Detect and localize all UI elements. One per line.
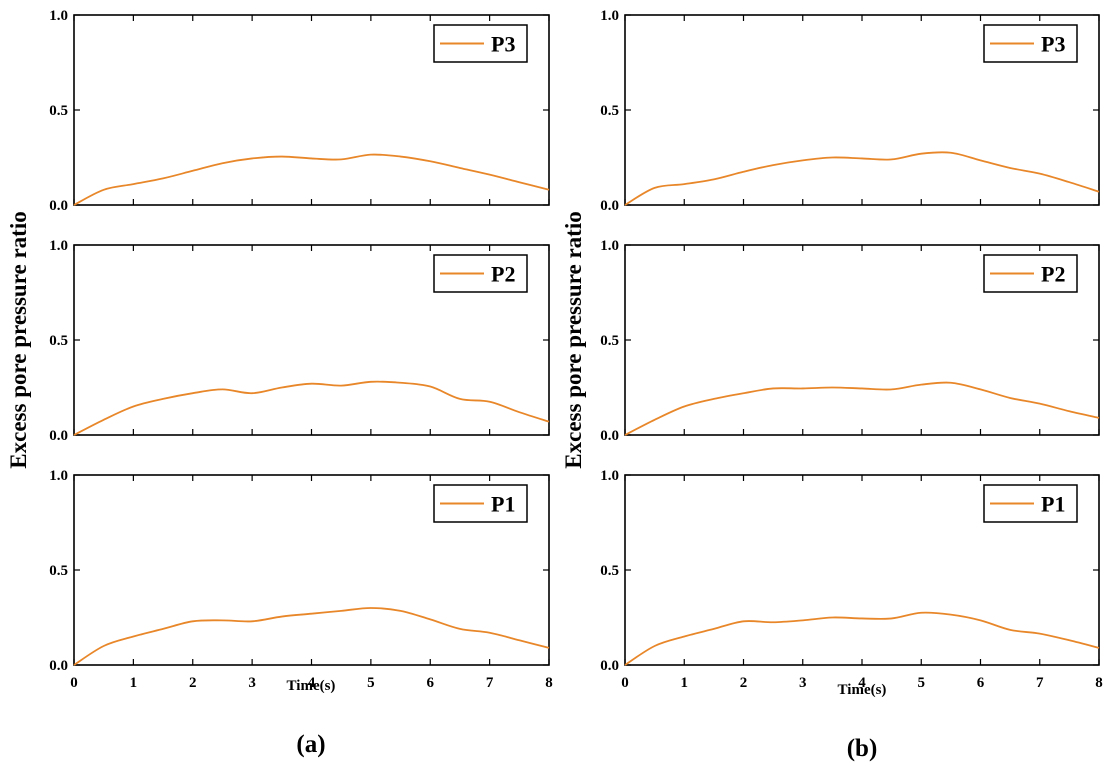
y-axis-label-b: Excess pore pressure ratio xyxy=(561,211,586,468)
legend: P2 xyxy=(433,254,528,293)
x-axis-label-b: Time(s) xyxy=(838,682,887,698)
y-tick-label: 1.0 xyxy=(600,8,619,24)
x-tick-label: 2 xyxy=(189,675,197,691)
y-tick-label: 0.5 xyxy=(49,563,68,579)
legend-label: P1 xyxy=(491,492,515,517)
x-tick-label: 0 xyxy=(70,675,78,691)
x-tick-label: 3 xyxy=(799,675,807,691)
legend: P1 xyxy=(433,484,528,523)
subplot-a-p3: 0.0 0.5 1.0 P3 xyxy=(49,8,550,214)
x-tick-label: 7 xyxy=(1036,675,1044,691)
y-tick-label: 0.0 xyxy=(49,428,68,444)
y-tick-label: 1.0 xyxy=(49,8,68,24)
x-tick-label: 3 xyxy=(248,675,256,691)
x-tick-label: 4 xyxy=(308,675,316,691)
legend-label: P2 xyxy=(1041,262,1065,287)
panel-label-a: (a) xyxy=(296,731,325,758)
series-line-p2 xyxy=(624,381,1100,436)
y-axis-label-a: Excess pore pressure ratio xyxy=(6,211,31,468)
plots: 0.0 0.5 1.0 P3 0.0 0.5 1.0 P2 0.0 0.5 1.0 0 1 2 3 4 5 6 7 8… xyxy=(49,8,1103,691)
x-tick-label: 5 xyxy=(367,675,375,691)
y-tick-label: 0.5 xyxy=(600,103,619,119)
legend: P1 xyxy=(983,484,1078,523)
subplot-b-p3: 0.0 0.5 1.0 P3 xyxy=(600,8,1100,214)
subplot-b-p2: 0.0 0.5 1.0 P2 xyxy=(600,238,1100,444)
x-tick-label: 6 xyxy=(977,675,985,691)
x-tick-label: 7 xyxy=(486,675,494,691)
y-tick-label: 1.0 xyxy=(600,468,619,484)
subplot-a-p1: 0.0 0.5 1.0 0 1 2 3 4 5 6 7 8 P1 xyxy=(49,468,553,691)
legend: P3 xyxy=(433,24,528,63)
legend-label: P3 xyxy=(1041,32,1065,57)
y-tick-label: 0.5 xyxy=(49,333,68,349)
y-tick-label: 0.0 xyxy=(600,658,619,674)
legend-label: P2 xyxy=(491,262,515,287)
x-tick-label: 4 xyxy=(858,675,866,691)
x-tick-label: 8 xyxy=(545,675,553,691)
legend-label: P1 xyxy=(1041,492,1065,517)
y-tick-label: 0.0 xyxy=(600,428,619,444)
y-tick-label: 1.0 xyxy=(49,238,68,254)
x-tick-label: 0 xyxy=(621,675,629,691)
x-tick-label: 1 xyxy=(130,675,138,691)
y-tick-label: 0.0 xyxy=(600,198,619,214)
y-tick-label: 0.0 xyxy=(49,658,68,674)
panel-label-b: (b) xyxy=(847,735,878,762)
x-tick-label: 6 xyxy=(427,675,435,691)
series-line-p3 xyxy=(73,153,550,206)
subplot-b-p1: 0.0 0.5 1.0 0 1 2 3 4 5 6 7 8 P1 xyxy=(600,468,1103,691)
x-tick-label: 5 xyxy=(918,675,926,691)
series-line-p2 xyxy=(73,380,550,436)
y-tick-label: 1.0 xyxy=(49,468,68,484)
x-tick-label: 2 xyxy=(740,675,748,691)
series-line-p1 xyxy=(73,607,550,666)
x-tick-label: 1 xyxy=(681,675,689,691)
x-axis-label-a: Time(s) xyxy=(287,678,336,694)
y-tick-label: 1.0 xyxy=(600,238,619,254)
x-tick-label: 8 xyxy=(1095,675,1103,691)
y-tick-label: 0.0 xyxy=(49,198,68,214)
legend: P2 xyxy=(983,254,1078,293)
legend-label: P3 xyxy=(491,32,515,57)
y-tick-label: 0.5 xyxy=(49,103,68,119)
y-tick-label: 0.5 xyxy=(600,333,619,349)
series-line-p3 xyxy=(624,151,1100,206)
subplot-a-p2: 0.0 0.5 1.0 P2 xyxy=(49,238,550,444)
series-line-p1 xyxy=(624,611,1100,666)
y-tick-label: 0.5 xyxy=(600,563,619,579)
legend: P3 xyxy=(983,24,1078,63)
